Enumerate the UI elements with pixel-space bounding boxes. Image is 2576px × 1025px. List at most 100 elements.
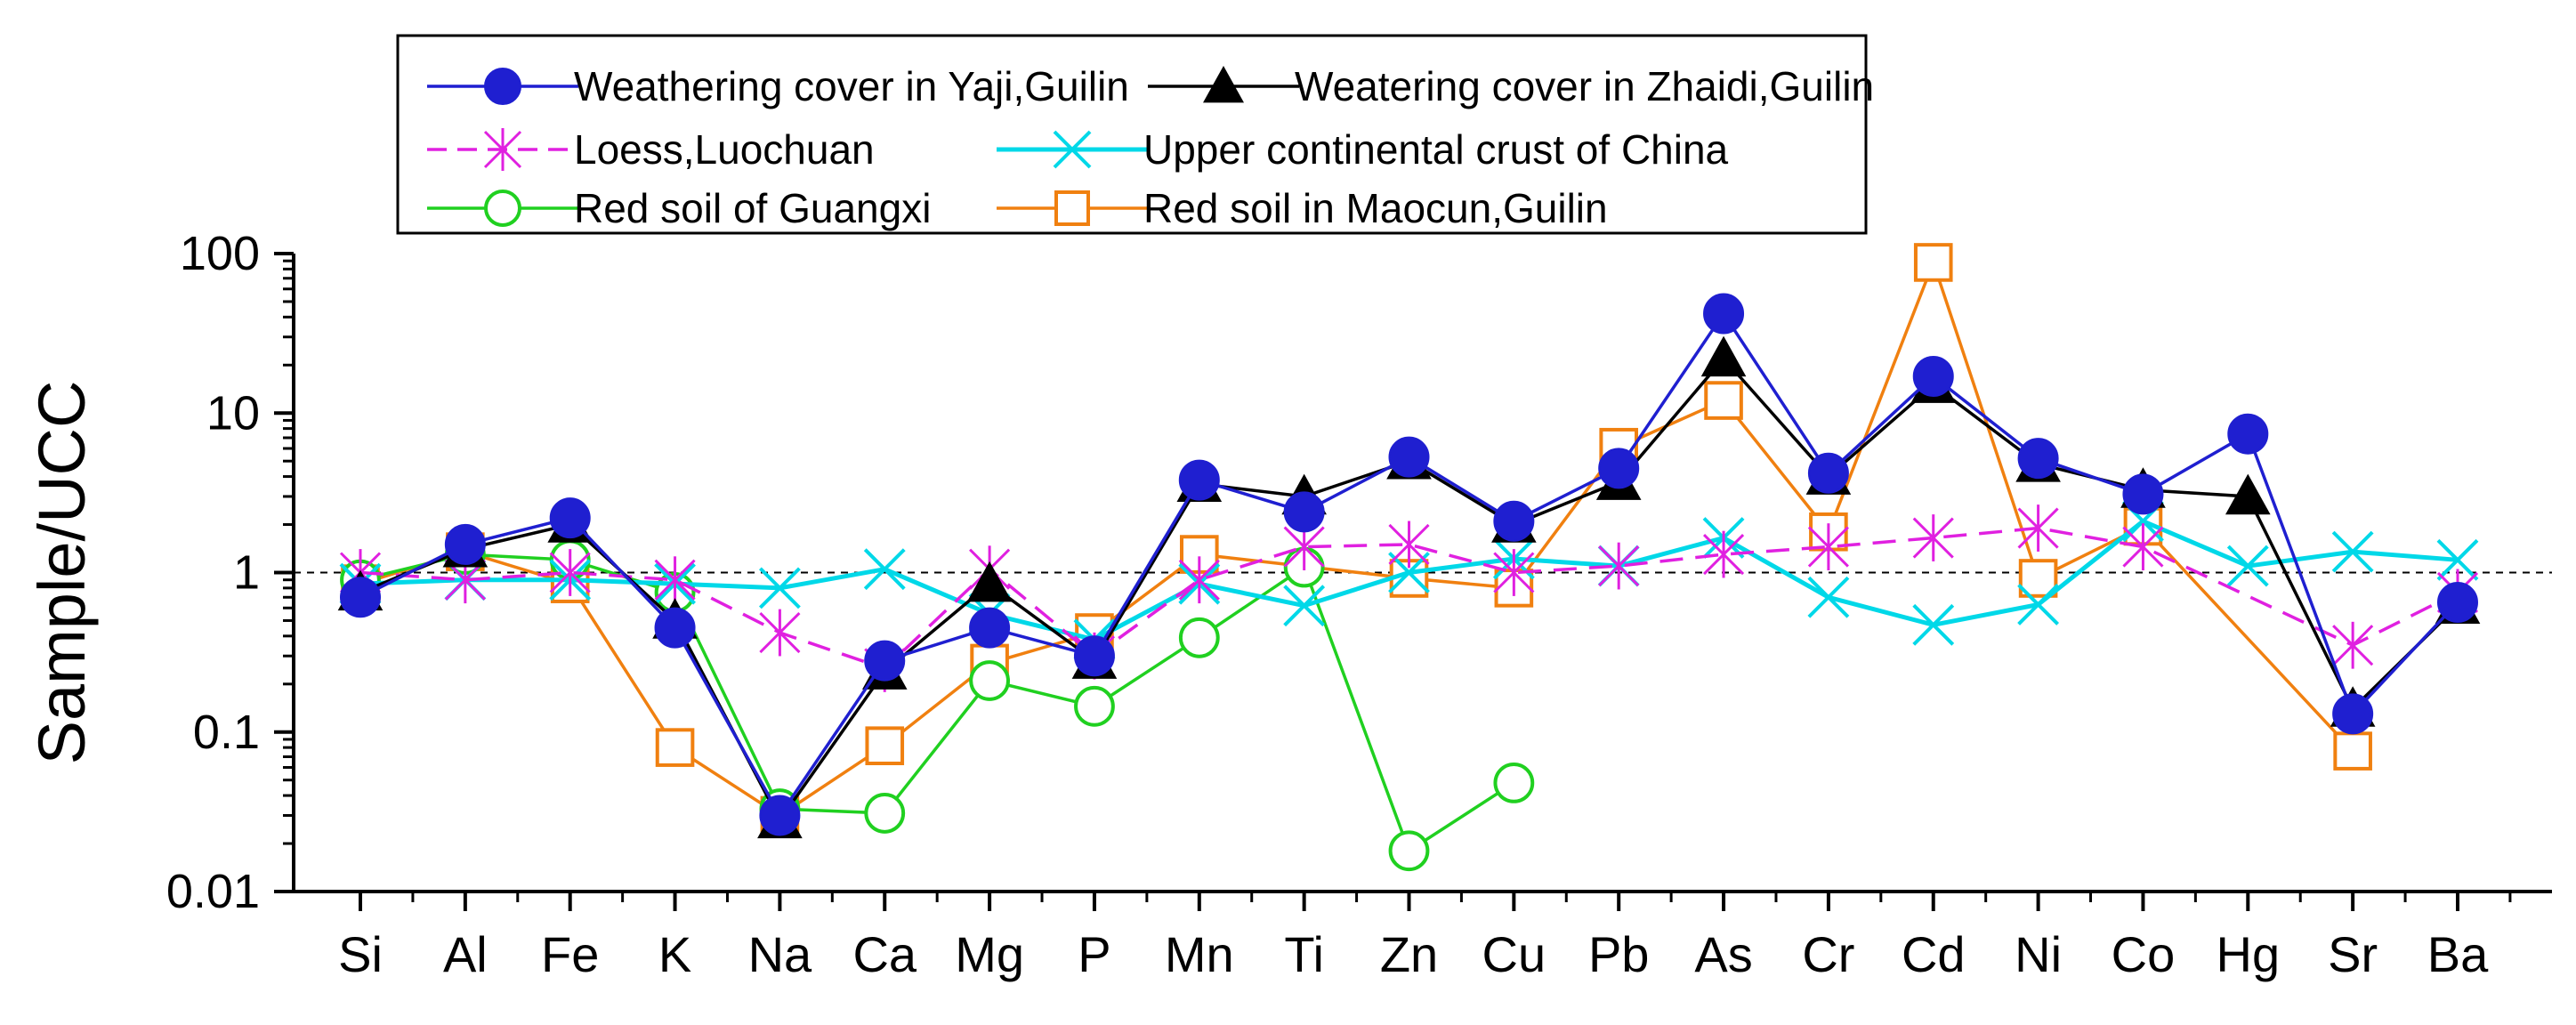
data-point [1807,452,1849,494]
y-axis-title: Sample/UCC [25,381,99,765]
data-point [655,728,695,767]
legend-label: Red soil in Maocun,Guilin [1143,185,1608,231]
x-tick-label: Cd [1902,926,1966,982]
data-point [758,567,801,609]
data-point [2436,538,2479,581]
data-point [1073,635,1115,677]
data-point [759,795,801,836]
data-point [484,68,521,105]
legend-label: Weathering cover in Yaji,Guilin [574,63,1129,109]
data-point [2226,545,2269,587]
legend-item: Red soil of Guangxi [427,185,931,231]
data-point [969,607,1011,649]
series-5 [341,243,2372,835]
series-group [337,243,2481,872]
data-point [1913,243,1953,282]
legend-label: Upper continental crust of China [1143,126,1729,173]
data-point [484,190,521,227]
data-point [2437,582,2478,624]
data-point [1703,293,1745,335]
legend-item: Red soil in Maocun,Guilin [997,185,1608,231]
data-point [654,607,696,649]
data-point [444,523,486,565]
data-point [2017,584,2060,625]
data-point [2017,438,2059,480]
data-point [759,609,801,657]
data-point [1074,685,1115,727]
x-tick-label: As [1694,926,1752,982]
data-point [1912,514,1954,561]
x-tick-label: P [1078,926,1110,982]
x-tick-label: Ni [2015,926,2062,982]
data-point [966,561,1013,602]
x-tick-label: Cr [1802,926,1854,982]
x-tick-label: Fe [541,926,599,982]
x-tick-label: Pb [1588,926,1650,982]
x-tick-label: Hg [2217,926,2281,982]
data-point [2227,413,2269,455]
data-point [1912,355,1954,397]
data-point [1054,190,1090,226]
data-point [1283,491,1325,533]
x-tick-label: Ti [1284,926,1324,982]
data-point [1493,500,1535,542]
x-tick-label: Mg [955,926,1024,982]
data-point [1700,335,1747,377]
y-tick-label: 100 [180,227,260,280]
data-point [549,549,591,596]
series-0 [340,293,2478,836]
series-line [359,526,2459,671]
data-point [864,640,906,682]
legend-item: Weathering cover in Yaji,Guilin [427,63,1129,109]
y-tick-label: 10 [206,386,260,440]
data-point [1598,448,1640,489]
data-point [1388,830,1430,872]
x-tick-label: Mn [1165,926,1234,982]
legend-item: Loess,Luochuan [427,126,875,173]
x-tick-label: Cu [1482,926,1546,982]
legend-label: Loess,Luochuan [574,126,875,173]
data-point [1053,130,1092,169]
data-point [1388,552,1430,593]
data-point [340,577,381,618]
data-point [865,726,905,765]
x-tick-label: Al [443,926,488,982]
data-point [2122,473,2164,515]
x-tick-label: Ba [2427,926,2489,982]
data-point [863,548,906,591]
data-point [1598,542,1640,590]
data-point [1178,617,1220,658]
legend-label: Red soil of Guangxi [574,185,931,231]
data-point [2332,621,2374,669]
x-tick-label: Sr [2328,926,2378,982]
legend-box [396,34,1868,235]
x-tick-label: Ca [852,926,917,982]
data-point [864,793,906,834]
data-point [2332,693,2374,735]
axes: 0.01 0.1 1 10 100 Sample/UCC Si Al Fe K Na Ca Mg P Mn T… [25,227,2552,982]
data-point [1388,521,1430,569]
legend: Weathering cover in Yaji,Guilin Weatering… [396,34,1874,235]
data-point [1283,585,1326,627]
data-point [1178,556,1220,604]
legend-label: Weatering cover in Zhaidi,Guilin [1295,63,1874,109]
data-point [1493,549,1535,596]
y-tick-label: 1 [233,546,260,600]
data-point [1388,436,1430,478]
data-point [1807,576,1850,618]
data-point [1912,603,1955,646]
data-point [2018,559,2058,598]
data-point [969,660,1010,701]
x-tick-label: Zn [1380,926,1438,982]
data-point [2122,523,2164,570]
data-point [654,556,696,604]
data-point [1704,381,1743,420]
x-tick-label: Na [748,926,812,982]
data-point [2017,504,2059,552]
x-tick-label: K [658,926,691,982]
legend-item: Upper continental crust of China [997,126,1729,173]
data-point [483,128,522,171]
data-point [2225,473,2271,515]
data-point [1203,66,1244,103]
